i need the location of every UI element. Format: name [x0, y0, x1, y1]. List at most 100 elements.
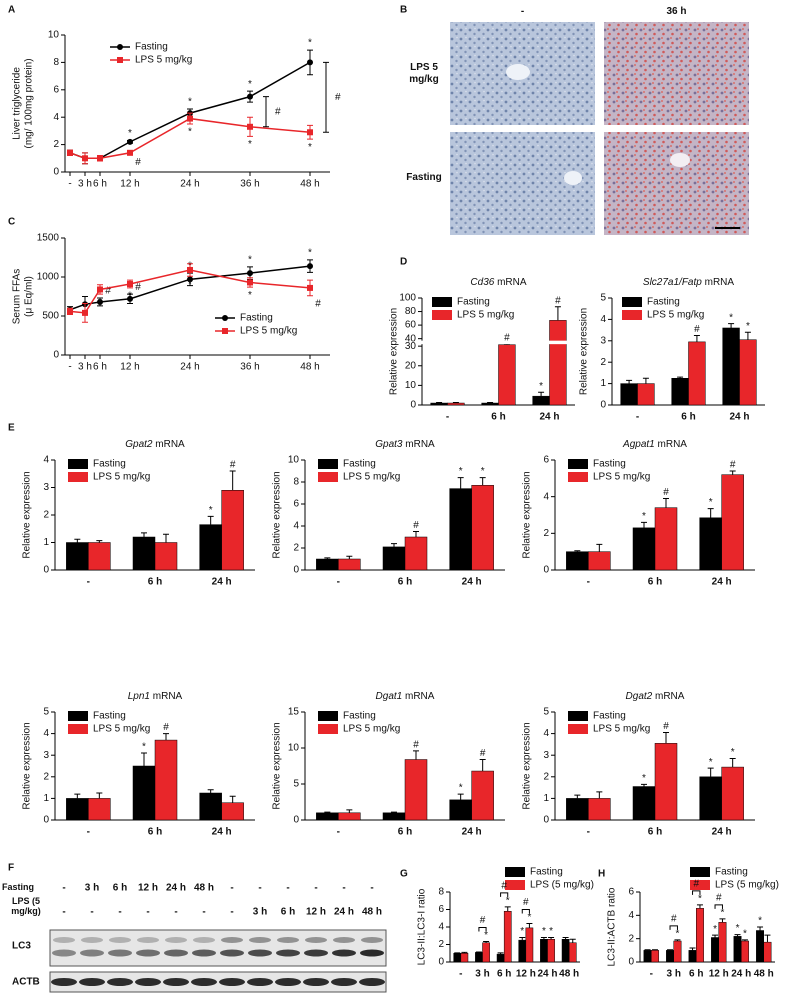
- error-bar: [569, 938, 576, 943]
- band: [191, 978, 217, 986]
- y-tick-label: 8: [53, 57, 59, 68]
- annotation: *: [248, 139, 252, 150]
- bar: [699, 517, 722, 571]
- annotation: *: [698, 893, 702, 904]
- legend-label: LPS 5 mg/kg: [93, 472, 150, 483]
- y-tick-label: 3: [543, 750, 549, 761]
- lane-label: 24 h: [166, 883, 186, 894]
- band: [192, 949, 216, 957]
- legend-label: Fasting: [93, 459, 126, 470]
- bracket-label: #: [335, 92, 341, 103]
- point: [82, 309, 88, 316]
- x-tick-label: 6 h: [491, 412, 505, 423]
- bar: [651, 950, 659, 963]
- chart-title: Lpn1 mRNA: [128, 691, 183, 702]
- y-tick-label: 0: [410, 400, 416, 411]
- y-tick-label: 2: [43, 771, 49, 782]
- annotation: *: [746, 321, 750, 332]
- x-tick-label: 12 h: [709, 969, 729, 980]
- y-tick-label: 2: [43, 510, 49, 521]
- point: [127, 149, 133, 156]
- band: [276, 949, 300, 957]
- annotation: *: [549, 926, 553, 937]
- error-bar: [663, 498, 669, 508]
- y-tick-label: 0: [43, 815, 49, 826]
- error-bar: [457, 477, 464, 489]
- annotation: *: [731, 747, 735, 758]
- error-bar: [728, 323, 735, 328]
- error-bar: [642, 377, 649, 384]
- bracket: [521, 909, 530, 914]
- band: [80, 949, 104, 957]
- bracket-label: #: [480, 915, 486, 926]
- legend-label: LPS 5 mg/kg: [647, 310, 704, 321]
- point: [187, 276, 193, 283]
- bar: [688, 341, 706, 406]
- bar: [588, 798, 611, 821]
- legend-label: Fasting: [135, 42, 168, 53]
- point: [127, 138, 133, 145]
- error-bar: [596, 791, 603, 799]
- y-axis-label: Relative expression: [522, 471, 533, 558]
- y-tick-label: 1500: [37, 233, 60, 244]
- bar: [496, 953, 505, 963]
- bar: [671, 378, 689, 406]
- error-bar: [391, 543, 397, 547]
- micrograph: [604, 132, 749, 235]
- lane-label: -: [370, 883, 373, 894]
- x-tick-label: 12 h: [120, 179, 139, 190]
- annotation: #: [480, 748, 486, 759]
- bar: [756, 930, 765, 963]
- bar: [338, 558, 361, 571]
- y-tick-label: 4: [438, 922, 444, 933]
- error-bar: [229, 795, 236, 803]
- annotation: *: [128, 291, 132, 302]
- lane-label: -: [342, 883, 345, 894]
- band: [303, 978, 329, 986]
- annotation: *: [527, 912, 531, 923]
- chart-title: Gpat3 mRNA: [375, 439, 435, 450]
- x-tick-label: 24 h: [712, 827, 732, 838]
- band: [221, 937, 243, 943]
- x-tick-label: -: [636, 412, 639, 423]
- error-bar: [693, 334, 700, 342]
- annotation: *: [248, 79, 252, 90]
- y-axis-label: Relative expression: [272, 471, 283, 558]
- y-tick-label: 0: [543, 565, 549, 576]
- y-tick-label: 1000: [37, 272, 60, 283]
- bar: [66, 542, 89, 571]
- band: [249, 937, 271, 943]
- y-tick-label: 60: [405, 320, 417, 331]
- annotation: #: [105, 286, 111, 297]
- annotation: #: [413, 740, 419, 751]
- blot: [49, 971, 387, 993]
- legend-swatch: [318, 711, 338, 721]
- lane-label: 6 h: [113, 883, 127, 894]
- bar: [316, 558, 339, 571]
- bracket: [478, 926, 487, 932]
- bar: [66, 798, 89, 821]
- y-tick-label: 6: [293, 499, 299, 510]
- bar: [588, 551, 611, 571]
- y-axis-label: Relative expression: [389, 308, 400, 395]
- band: [360, 949, 384, 957]
- error-bar: [641, 521, 647, 528]
- legend-swatch: [622, 310, 642, 320]
- bar: [763, 941, 772, 963]
- annotation: *: [506, 896, 510, 907]
- band: [79, 978, 105, 986]
- bar: [199, 524, 222, 571]
- legend-swatch: [568, 711, 588, 721]
- annotation: #: [135, 157, 141, 168]
- lane-label: -: [62, 907, 65, 918]
- y-axis-label: (mg/ 100mg protein): [24, 58, 35, 148]
- annotation: *: [248, 290, 252, 301]
- annotation: *: [188, 97, 192, 108]
- error-bar: [457, 793, 464, 800]
- error-bar: [626, 379, 633, 384]
- y-tick-label: 1: [43, 537, 49, 548]
- x-tick-label: 6 h: [648, 577, 662, 588]
- bar: [404, 759, 428, 821]
- y-tick-label: 8: [293, 477, 299, 488]
